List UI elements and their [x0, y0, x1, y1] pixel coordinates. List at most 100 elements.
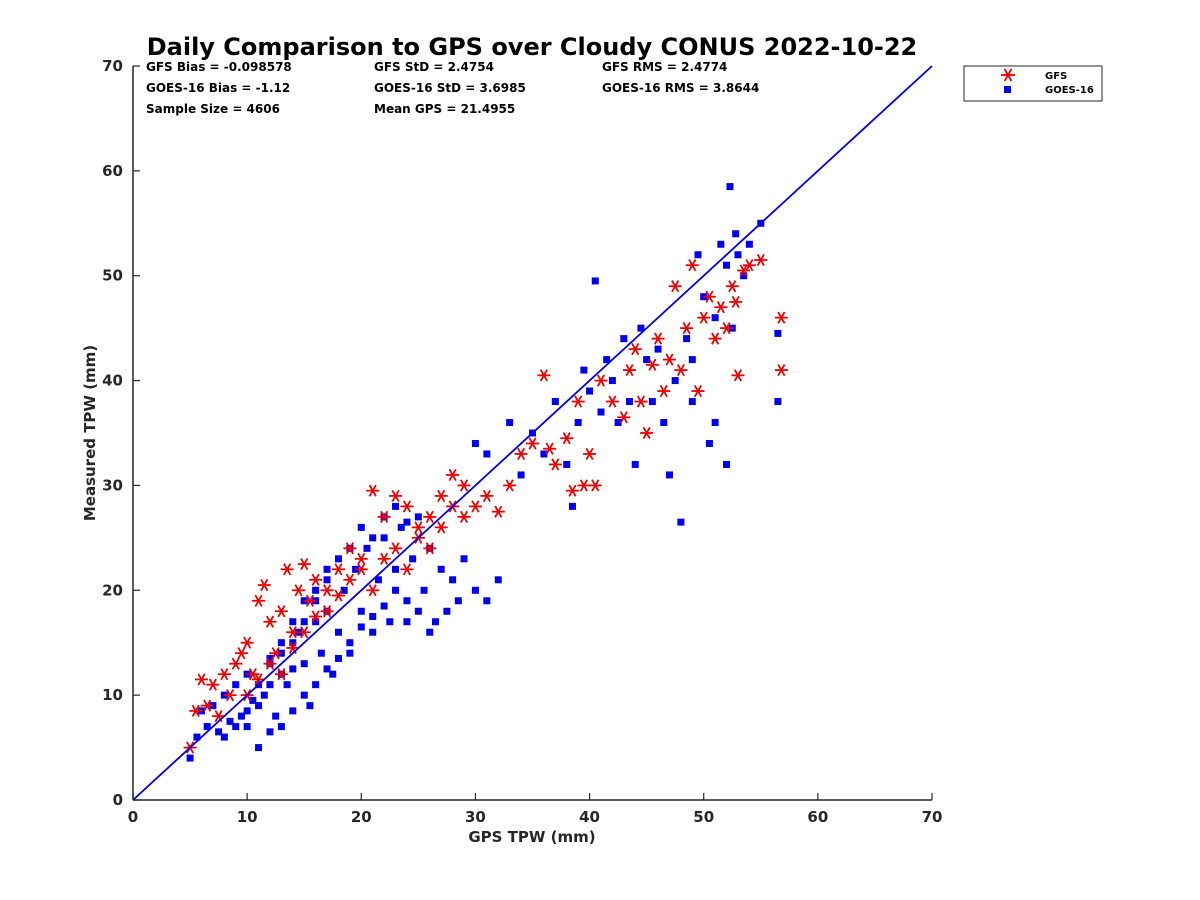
plot-area	[132, 65, 933, 801]
goes16-point	[277, 639, 285, 647]
stat-goes-bias: GOES-16 Bias = -1.12	[146, 81, 290, 95]
goes16-point	[334, 555, 342, 563]
gfs-point	[297, 626, 311, 639]
goes16-point	[688, 398, 696, 406]
gfs-point	[674, 364, 688, 377]
gfs-point	[274, 605, 288, 618]
gfs-point	[457, 510, 471, 523]
gfs-point	[742, 259, 756, 272]
goes16-point	[517, 471, 525, 479]
goes16-point	[403, 597, 411, 605]
goes16-point	[289, 639, 297, 647]
goes16-point	[357, 623, 365, 631]
gfs-point	[588, 479, 602, 492]
x-tick-label-3: 30	[465, 808, 486, 826]
legend: GFS GOES-16	[963, 65, 1103, 102]
goes16-point	[631, 460, 639, 468]
gfs-point	[640, 426, 654, 440]
x-tick-label-5: 50	[693, 808, 714, 826]
gfs-point	[292, 584, 306, 597]
gfs-point	[389, 542, 403, 555]
goes16-point	[403, 518, 411, 526]
x-tick-label-6: 60	[807, 808, 828, 826]
goes16-point	[243, 723, 251, 731]
gfs-point	[565, 484, 579, 497]
goes16-point	[740, 272, 748, 280]
gfs-point	[423, 510, 437, 523]
legend-gfs-label: GFS	[1045, 71, 1067, 82]
goes16-point	[300, 691, 308, 699]
goes16-point	[277, 723, 285, 731]
goes16-point	[563, 460, 571, 468]
gfs-point	[571, 395, 585, 408]
gfs-point	[229, 657, 243, 670]
goes16-point	[203, 723, 211, 731]
goes16-point	[540, 450, 548, 458]
goes16-point	[420, 586, 428, 594]
gfs-point	[714, 301, 728, 314]
gfs-point	[702, 290, 716, 303]
y-tick-label-7: 70	[102, 57, 123, 75]
gfs-point	[246, 668, 260, 681]
goes16-point	[369, 628, 377, 636]
gfs-point	[377, 510, 391, 523]
goes16-point	[260, 691, 268, 699]
goes16-point	[597, 408, 605, 416]
goes16-point	[317, 649, 325, 657]
goes16-point	[266, 728, 274, 736]
y-axis-label: Measured TPW (mm)	[81, 345, 99, 521]
goes16-point	[711, 314, 719, 322]
goes16-point	[483, 450, 491, 458]
goes16-point	[312, 618, 320, 626]
gfs-point	[252, 594, 266, 607]
x-tick-label-1: 10	[237, 808, 258, 826]
goes16-point	[392, 586, 400, 594]
y-tick-label-2: 20	[102, 581, 123, 599]
goes16-point	[232, 681, 240, 689]
legend-gfs-marker	[1001, 68, 1015, 82]
goes16-point	[193, 733, 201, 741]
goes16-point	[437, 565, 445, 573]
one-to-one-line	[132, 65, 933, 801]
gfs-point	[320, 584, 334, 597]
gfs-point	[434, 489, 448, 502]
goes16-point	[665, 471, 673, 479]
goes16-point	[266, 654, 274, 662]
goes16-point	[255, 702, 263, 710]
goes16-point	[403, 618, 411, 626]
goes16-point	[694, 251, 702, 259]
stats-block: GFS Bias = -0.098578 GFS StD = 2.4754 GF…	[146, 60, 759, 116]
goes16-point	[386, 618, 394, 626]
goes16-point	[717, 240, 725, 248]
gfs-point	[645, 358, 659, 371]
goes16-point	[266, 681, 274, 689]
goes16-point	[409, 555, 417, 563]
goes16-point	[568, 502, 576, 510]
goes16-point	[774, 398, 782, 406]
gfs-point	[651, 332, 665, 345]
gfs-point	[503, 479, 517, 492]
gfs-point	[366, 484, 380, 497]
gfs-point	[309, 610, 323, 623]
goes16-point	[289, 618, 297, 626]
gfs-point	[737, 264, 751, 277]
gfs-point	[217, 668, 231, 681]
gfs-point	[331, 563, 345, 576]
gfs-point	[537, 369, 551, 382]
gfs-point	[480, 489, 494, 502]
goes16-point	[471, 586, 479, 594]
gfs-point	[560, 432, 574, 445]
goes16-point	[249, 696, 257, 704]
gfs-point	[731, 369, 745, 382]
goes16-point	[603, 356, 611, 364]
goes16-point	[671, 377, 679, 385]
goes16-point	[443, 607, 451, 615]
gfs-point	[543, 442, 557, 455]
goes16-point	[723, 460, 731, 468]
goes16-point	[494, 576, 502, 584]
goes16-point	[426, 628, 434, 636]
goes16-point	[732, 230, 740, 238]
gfs-point	[774, 364, 788, 377]
y-tick-label-6: 60	[102, 162, 123, 180]
goes16-point	[460, 555, 468, 563]
